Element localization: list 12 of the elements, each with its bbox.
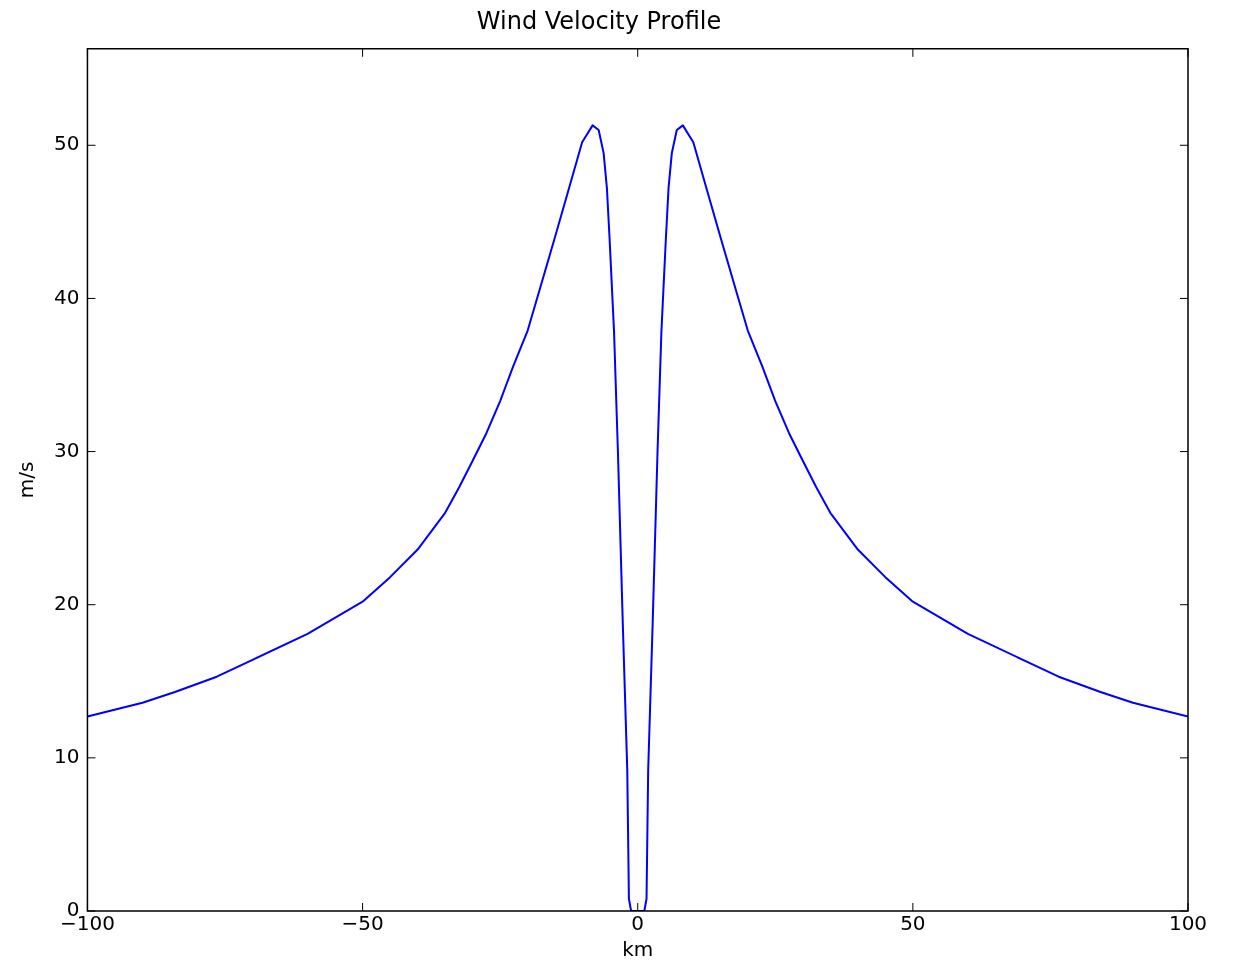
x-tick-label: 50: [900, 911, 926, 936]
x-tick-label: 0: [631, 911, 645, 936]
x-tick-label: 100: [1168, 911, 1208, 936]
x-tick-label: −50: [341, 911, 384, 936]
y-tick-label: 30: [54, 437, 80, 462]
y-tick-label: 40: [54, 284, 80, 309]
y-tick-label: 10: [54, 744, 80, 769]
chart-title: Wind Velocity Profile: [476, 6, 722, 35]
y-tick-label: 20: [54, 590, 80, 615]
y-tick-label: 50: [54, 131, 80, 156]
y-axis-title: m/s: [14, 461, 39, 499]
x-axis-title: km: [622, 937, 654, 962]
